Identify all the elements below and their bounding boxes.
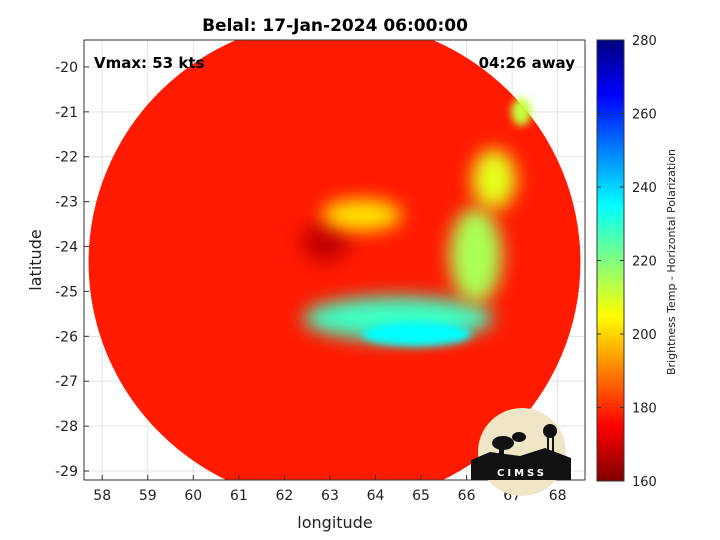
colorbar-tick-label: 200: [632, 328, 657, 343]
chart-title: Belal: 17-Jan-2024 06:00:00: [202, 16, 468, 36]
colorbar-ticks: 160 180 200 220 240 260 280: [597, 34, 657, 490]
colorbar-tick-label: 220: [632, 255, 657, 270]
x-tick-label: 66: [458, 488, 476, 504]
y-tick-label: -25: [55, 284, 78, 300]
x-tick-label: 61: [230, 488, 248, 504]
y-tick-label: -24: [55, 240, 78, 256]
y-tick-label: -20: [55, 60, 78, 76]
x-tick-label: 63: [321, 488, 339, 504]
satellite-dish-small-icon: [512, 432, 526, 442]
y-tick-label: -22: [55, 150, 78, 166]
colorbar-tick-label: 260: [632, 108, 657, 123]
tower-leg-left: [547, 436, 549, 460]
water-tower-icon: [543, 424, 557, 438]
colorbar-tick-label: 240: [632, 181, 657, 196]
feature-eastern-band: [449, 207, 502, 304]
colorbar-tick-label: 180: [632, 402, 657, 417]
colorbar-tick-label: 160: [632, 475, 657, 490]
vmax-label: Vmax: 53 kts: [94, 54, 204, 72]
colorbar: 160 180 200 220 240 260 280 Brightness Temp - …: [596, 34, 678, 490]
colorbar-label: Brightness Temp - Horizontal Polarizatio…: [665, 149, 678, 375]
logo-building: [471, 448, 571, 462]
time-away-label: 04:26 away: [479, 54, 576, 72]
y-tick-label: -29: [55, 464, 78, 480]
cimss-logo: CIMSS: [471, 408, 571, 496]
x-tick-label: 68: [549, 488, 567, 504]
colorbar-gradient: [596, 39, 625, 482]
y-tick-label: -27: [55, 374, 78, 390]
plot-frame: [83, 39, 586, 481]
x-tick-label: 62: [275, 488, 293, 504]
logo-text: CIMSS: [497, 468, 547, 479]
y-tick-label: -26: [55, 329, 78, 345]
y-tick-label: -23: [55, 195, 78, 211]
tower-leg-right: [552, 436, 554, 460]
colorbar-tick-label: 280: [632, 34, 657, 49]
x-tick-label: 65: [412, 488, 430, 504]
logo-band: [471, 460, 571, 480]
y-axis: -20 -21 -22 -23 -24 -25 -26 -27 -28 -29: [55, 60, 89, 480]
dish-mount: [499, 446, 504, 460]
y-tick-label: -21: [55, 105, 78, 121]
feature-eye: [301, 222, 350, 263]
storm-features: [301, 97, 532, 347]
satellite-dish-icon: [492, 436, 514, 450]
x-tick-label: 58: [93, 488, 111, 504]
x-tick-label: 64: [367, 488, 385, 504]
feature-inner-band: [321, 199, 402, 232]
y-axis-label: latitude: [26, 229, 45, 290]
feature-northeast-band: [471, 149, 516, 210]
y-tick-label: -28: [55, 419, 78, 435]
x-tick-label: 59: [139, 488, 157, 504]
feature-southern-rainband-core: [361, 322, 472, 347]
feature-northeast-edge: [511, 97, 532, 126]
x-tick-label: 60: [184, 488, 202, 504]
x-axis-label: longitude: [297, 513, 372, 532]
